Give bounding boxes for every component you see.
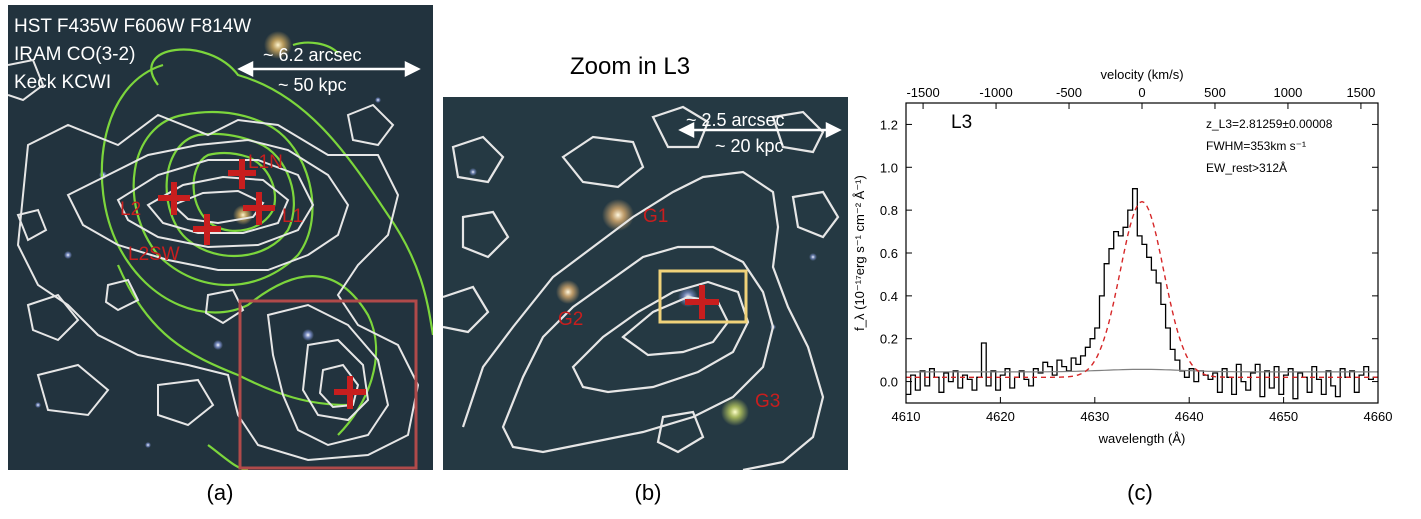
y-tick-label: 0.6 [880,246,898,261]
label-l2: L2 [120,199,141,220]
x-tick-label: 4630 [1080,409,1109,424]
caption-b: (b) [634,480,662,505]
caption-a: (a) [206,480,234,505]
legend-hst: HST F435W F606W F814W [14,16,251,37]
scale-kpc-a: ~ 50 kpc [278,75,347,95]
l3-marker [685,285,719,319]
top-tick-label: 500 [1204,85,1226,100]
l3-zoom-box [658,269,748,324]
x-tick-label: 4610 [892,409,921,424]
caption-c: (c) [1127,480,1153,505]
label-g1: G1 [643,206,668,227]
ew-annotation: EW_rest>312Å [1206,160,1287,175]
y-tick-label: 0.4 [880,289,898,304]
y-axis-label: f_λ (10⁻¹⁷erg s⁻¹ cm⁻² Å⁻¹) [852,175,867,331]
error-spectrum-line [906,368,1378,373]
scale-arcsec-b: ~ 2.5 arcsec [686,110,785,130]
top-tick-label: -1000 [979,85,1012,100]
spectrum-chart: 4610 4620 4630 4640 4650 4660 0.0 0.2 0.4 0.6 0.8 1… [852,67,1393,446]
zoom-title: Zoom in L3 [570,53,691,80]
l3-region-box [238,299,418,470]
x-tick-label: 4620 [986,409,1015,424]
x-tick-label: 4650 [1269,409,1298,424]
panel-c-chart: 4610 4620 4630 4640 4650 4660 0.0 0.2 0.4 0.6 0.8 1… [848,55,1421,475]
y-tick-label: 0.8 [880,203,898,218]
panel-b-image: ~ 2.5 arcsec ~ 20 kpc G1 G2 G3 [443,97,848,470]
x-tick-label: 4660 [1364,409,1393,424]
redshift-annotation: z_L3=2.81259±0.00008 [1206,117,1333,131]
spectrum-label: L3 [951,112,972,133]
y-tick-label: 0.0 [880,375,898,390]
top-tick-label: 0 [1138,85,1145,100]
fwhm-annotation: FWHM=353km s⁻¹ [1206,139,1306,153]
label-l2sw: L2SW [128,244,180,265]
label-g3: G3 [755,391,780,412]
y-tick-label: 1.2 [880,117,898,132]
plot-frame [905,102,1379,404]
x-tick-label: 4640 [1175,409,1204,424]
scale-arcsec-a: ~ 6.2 arcsec [263,45,362,65]
label-l1n: L1N [248,152,283,173]
panel-a-svg: HST F435W F606W F814W IRAM CO(3-2) Keck … [8,5,433,470]
label-l1: L1 [282,206,303,227]
x-axis-label: wavelength (Å) [1098,431,1186,446]
scale-arrow-a [237,60,421,78]
top-tick-label: 1500 [1346,85,1375,100]
top-tick-label: -500 [1056,85,1082,100]
label-g2: G2 [558,309,583,330]
source-markers [158,159,366,409]
scale-kpc-b: ~ 20 kpc [715,136,784,156]
panel-a-image: HST F435W F606W F814W IRAM CO(3-2) Keck … [8,5,433,470]
top-tick-label: 1000 [1273,85,1302,100]
legend-kcwi: Keck KCWI [14,72,111,93]
scale-arrow-b [678,121,842,139]
y-tick-label: 1.0 [880,160,898,175]
y-tick-label: 0.2 [880,332,898,347]
spectrum-data-line [906,188,1378,400]
panel-b-svg: ~ 2.5 arcsec ~ 20 kpc G1 G2 G3 [443,97,848,470]
legend-iram: IRAM CO(3-2) [14,44,135,65]
gaussian-fit-line [906,200,1378,378]
top-axis-label: velocity (km/s) [1100,67,1183,82]
top-tick-label: -1500 [906,85,939,100]
